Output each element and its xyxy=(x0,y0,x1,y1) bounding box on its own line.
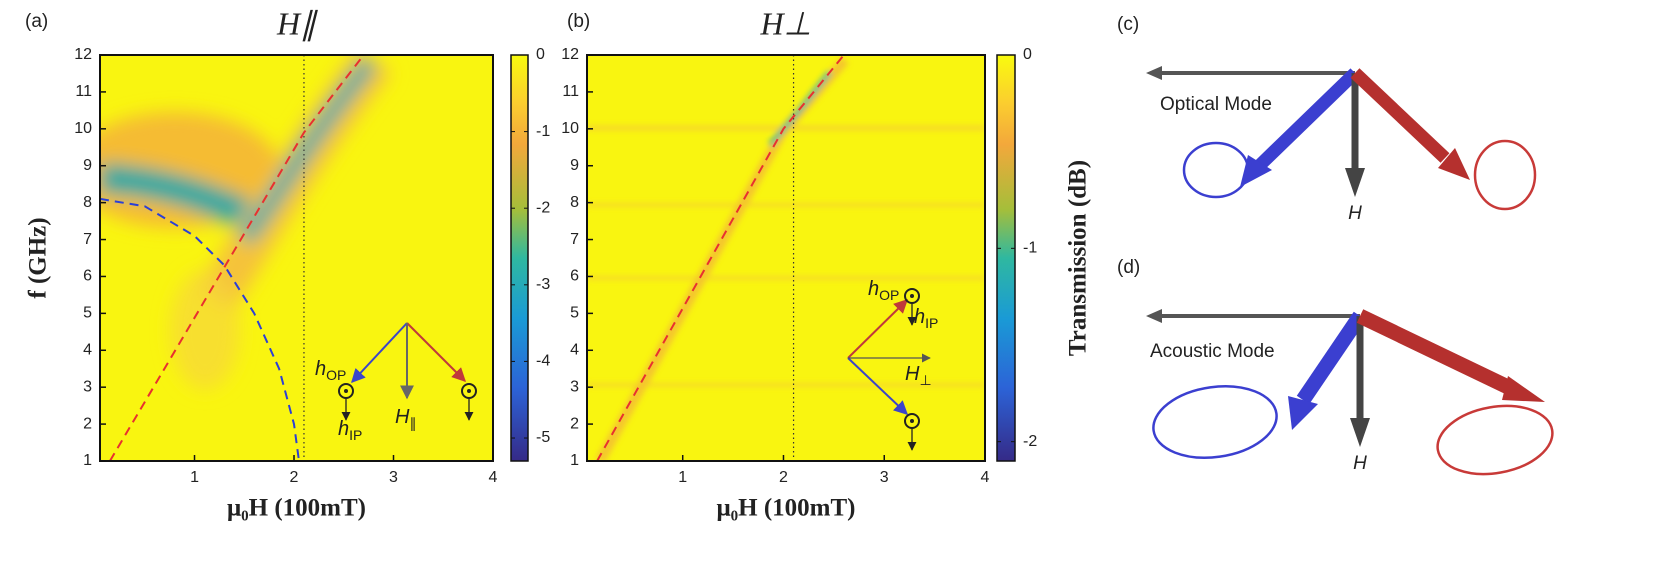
inset-subscript: OP xyxy=(879,287,899,303)
x-axis-label: μ₀H (100mT) xyxy=(227,495,366,522)
x-tick-label: 1 xyxy=(190,469,199,486)
panel-label: (c) xyxy=(1117,14,1139,35)
y-tick-label: 8 xyxy=(570,194,579,211)
mode-label: Acoustic Mode xyxy=(1150,341,1275,362)
inset-subscript: IP xyxy=(925,315,938,331)
x-tick-label: 3 xyxy=(389,469,398,486)
x-tick-label: 1 xyxy=(678,469,687,486)
y-tick-label: 10 xyxy=(561,120,579,137)
colorbar-tick-label: -2 xyxy=(536,199,550,216)
diagram-d xyxy=(1146,309,1554,476)
y-tick-label: 8 xyxy=(83,194,92,211)
colorbar-tick-label: -3 xyxy=(536,276,550,293)
heatmap-b xyxy=(587,55,985,461)
inset-label: hIP xyxy=(338,418,362,442)
y-tick-label: 11 xyxy=(75,83,92,100)
x-tick-label: 4 xyxy=(981,469,990,486)
plot-frame xyxy=(586,54,986,462)
chart-title: H∥ xyxy=(276,5,318,41)
y-tick-label: 4 xyxy=(83,341,92,358)
y-tick-label: 9 xyxy=(570,157,579,174)
y-tick-label: 12 xyxy=(561,46,579,63)
colorbar-tick-label: -4 xyxy=(536,353,550,370)
inset-label: H∥ xyxy=(395,406,416,430)
plot-frame xyxy=(99,54,494,462)
mode-label: Optical Mode xyxy=(1160,94,1272,115)
field-label: H xyxy=(1348,203,1362,224)
y-tick-label: 2 xyxy=(570,415,579,432)
y-tick-label: 6 xyxy=(570,268,579,285)
inset-symbol: h xyxy=(868,278,879,300)
x-axis-label: μ₀H (100mT) xyxy=(716,495,855,522)
colorbar xyxy=(511,55,528,461)
inset-label: hOP xyxy=(868,278,899,302)
inset-symbol: h xyxy=(338,418,349,440)
inset-a xyxy=(338,322,477,421)
y-tick-label: 1 xyxy=(83,452,92,469)
y-tick-label: 1 xyxy=(570,452,579,469)
x-tick-label: 4 xyxy=(489,469,498,486)
colorbar-tick-label: -5 xyxy=(536,429,550,446)
chart-title: H⊥ xyxy=(760,5,812,41)
panel-label: (d) xyxy=(1117,257,1140,278)
y-tick-label: 7 xyxy=(83,231,92,248)
diagram-c xyxy=(1146,66,1537,211)
y-tick-label: 4 xyxy=(570,341,579,358)
colorbar-tick-label: 0 xyxy=(1023,46,1032,63)
inset-label: H⊥ xyxy=(905,363,932,387)
inset-label: hOP xyxy=(315,358,346,382)
field-label: H xyxy=(1353,453,1367,474)
x-tick-label: 2 xyxy=(779,469,788,486)
y-tick-label: 11 xyxy=(562,83,579,100)
y-tick-label: 10 xyxy=(74,120,92,137)
inset-b xyxy=(847,288,931,451)
y-tick-label: 3 xyxy=(570,378,579,395)
inset-subscript: ∥ xyxy=(409,415,416,431)
inset-symbol: H xyxy=(395,406,410,428)
colorbar xyxy=(997,55,1015,461)
y-tick-label: 12 xyxy=(74,46,92,63)
colorbar-label: Transmission (dB) xyxy=(1065,160,1092,356)
y-tick-label: 6 xyxy=(83,268,92,285)
inset-symbol: h xyxy=(914,306,925,328)
dashed-curve xyxy=(596,55,845,461)
colorbar-tick-label: -2 xyxy=(1023,433,1037,450)
inset-symbol: h xyxy=(315,358,326,380)
colorbar-tick-label: -1 xyxy=(536,123,550,140)
dashed-curve xyxy=(109,55,365,461)
colorbar-tick-label: 0 xyxy=(536,46,545,63)
heatmap-a xyxy=(100,55,493,461)
inset-subscript: OP xyxy=(326,367,346,383)
y-tick-label: 7 xyxy=(570,231,579,248)
panel-label: (b) xyxy=(567,11,590,32)
y-tick-label: 9 xyxy=(83,157,92,174)
inset-subscript: ⊥ xyxy=(919,372,931,388)
y-axis-label: f (GHz) xyxy=(25,217,52,298)
x-tick-label: 2 xyxy=(290,469,299,486)
y-tick-label: 5 xyxy=(570,305,579,322)
inset-subscript: IP xyxy=(349,427,362,443)
colorbar-frame xyxy=(996,54,1016,462)
inset-symbol: H xyxy=(905,363,920,385)
colorbar-tick-label: -1 xyxy=(1023,240,1037,257)
y-tick-label: 5 xyxy=(83,305,92,322)
inset-label: hIP xyxy=(914,306,938,330)
y-tick-label: 2 xyxy=(83,415,92,432)
x-tick-label: 3 xyxy=(880,469,889,486)
panel-label: (a) xyxy=(25,11,48,32)
colorbar-frame xyxy=(510,54,529,462)
dashed-curve xyxy=(100,197,300,461)
y-tick-label: 3 xyxy=(83,378,92,395)
